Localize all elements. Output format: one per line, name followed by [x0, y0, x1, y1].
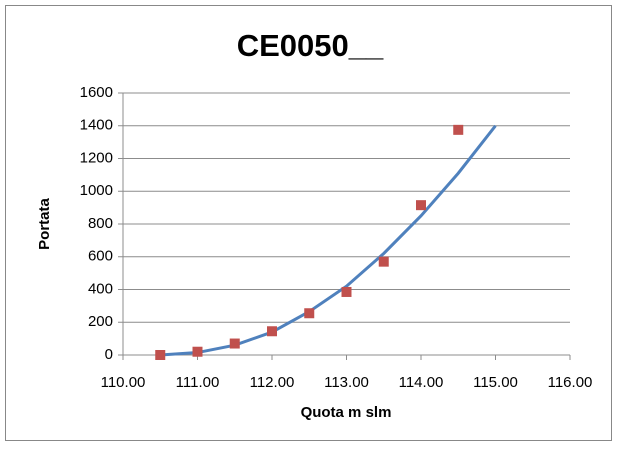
y-axis-title: Portata [36, 198, 53, 250]
x-tick-label: 116.00 [548, 374, 593, 391]
point [267, 326, 277, 337]
point [155, 350, 166, 360]
x-tick-label: 113.00 [324, 374, 369, 391]
y-tick-label: 1200 [80, 149, 113, 166]
y-tick-label: 400 [88, 280, 113, 297]
point [229, 338, 240, 349]
y-tick-label: 600 [88, 248, 113, 265]
y-tick-label: 800 [88, 215, 113, 232]
trend-line [160, 124, 497, 357]
point [192, 346, 203, 357]
point [378, 256, 389, 267]
y-tick-label: 1600 [80, 84, 113, 101]
y-tick-label: 1000 [80, 182, 113, 199]
point [304, 308, 315, 319]
point [453, 124, 464, 135]
x-tick-label: 112.00 [250, 374, 295, 391]
y-tick-label: 200 [88, 313, 113, 330]
x-axis-title: Quota m slm [301, 404, 392, 421]
x-tick-label: 115.00 [473, 374, 518, 391]
point [341, 286, 352, 297]
y-tick-label: 1400 [80, 117, 113, 134]
chart-frame [5, 5, 612, 441]
chart-title: CE0050__ [237, 28, 384, 63]
x-tick-label: 114.00 [399, 374, 444, 391]
point [416, 200, 426, 211]
y-tick-label: 0 [105, 346, 113, 363]
x-tick-label: 111.00 [176, 374, 220, 391]
x-tick-label: 110.00 [101, 374, 146, 391]
